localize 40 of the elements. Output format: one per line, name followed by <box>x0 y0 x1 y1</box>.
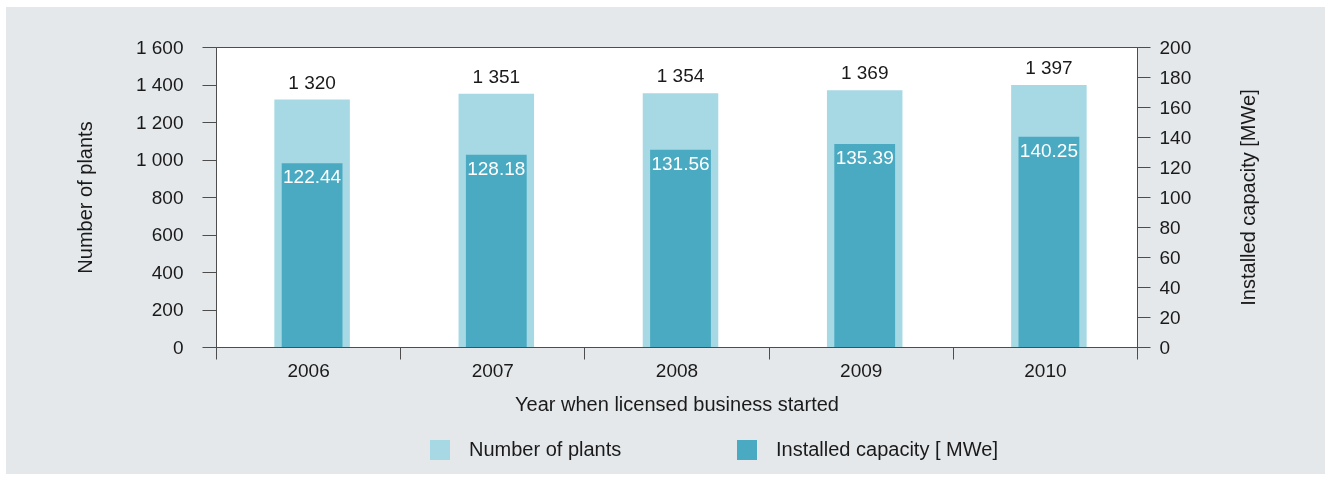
x-tick-label: 2008 <box>655 359 699 381</box>
data-label: 122.44 <box>283 166 342 188</box>
y-tick-label: 600 <box>151 224 184 245</box>
x-tick-label: 2009 <box>840 359 883 381</box>
x-axis-title: Year when licensed business started <box>515 392 839 415</box>
x-tick-label: 2010 <box>1024 359 1067 381</box>
data-label: 135.39 <box>835 146 894 168</box>
x-tick-label: 2007 <box>471 359 514 381</box>
y2-tick-label: 180 <box>1159 66 1192 88</box>
y-tick-label: 1 200 <box>135 111 184 133</box>
y2-tick-label: 100 <box>1159 186 1192 208</box>
data-label: 1 397 <box>1025 57 1073 79</box>
data-label: 128.18 <box>467 157 526 179</box>
y-tick-label: 0 <box>172 336 184 358</box>
data-label: 1 354 <box>656 65 705 87</box>
y-tick-label: 400 <box>151 261 184 283</box>
y-axis-title: Number of plants <box>73 121 96 274</box>
y2-tick-label: 20 <box>1159 306 1181 328</box>
y2-tick-label: 160 <box>1159 96 1192 118</box>
data-label: 1 369 <box>840 62 889 84</box>
y2-tick-label: 0 <box>1159 336 1171 358</box>
y2-tick-label: 60 <box>1159 246 1181 268</box>
y2-tick-label: 40 <box>1159 276 1181 298</box>
data-label: 140.25 <box>1019 139 1078 161</box>
y2-axis-title: Installed capacity [MWe] <box>1237 89 1260 306</box>
x-tick-label: 2006 <box>287 359 330 381</box>
data-label: 1 351 <box>472 65 521 87</box>
data-label: 1 320 <box>288 71 336 93</box>
y2-tick-label: 200 <box>1159 36 1192 58</box>
y-tick-label: 1 400 <box>135 74 184 95</box>
y-tick-label: 1 000 <box>135 149 184 170</box>
y2-tick-label: 80 <box>1159 216 1181 238</box>
y-tick-label: 800 <box>151 186 184 208</box>
data-label: 131.56 <box>651 152 710 174</box>
y2-tick-label: 140 <box>1159 126 1192 148</box>
y-tick-label: 1 600 <box>135 36 184 58</box>
legend-label: Number of plants <box>469 438 622 460</box>
y-tick-label: 200 <box>151 299 184 320</box>
y2-tick-label: 120 <box>1159 156 1192 178</box>
legend-label: Installed capacity [ MWe] <box>776 438 998 460</box>
